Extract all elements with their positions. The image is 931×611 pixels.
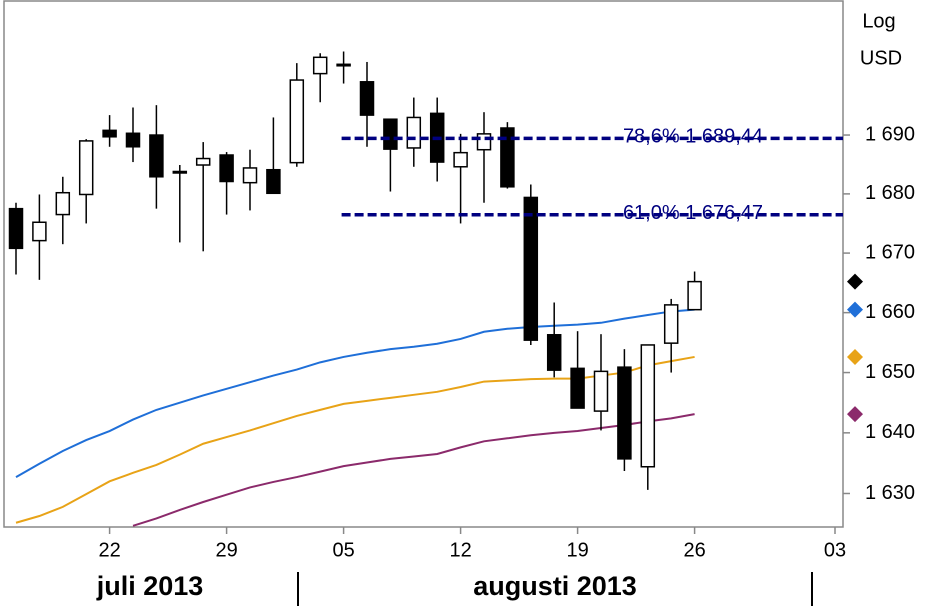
x-tick-label: 26 bbox=[683, 539, 705, 561]
candle-body bbox=[453, 151, 468, 168]
y-tick-label: 1 650 bbox=[865, 361, 915, 383]
level-label: 61,0% 1 676,47 bbox=[623, 202, 763, 224]
candle-body bbox=[8, 207, 24, 250]
candle-body bbox=[55, 191, 71, 216]
x-tick-label: 29 bbox=[215, 539, 237, 561]
candle-body bbox=[617, 366, 632, 460]
candle-body bbox=[687, 280, 702, 311]
candle-body bbox=[406, 116, 422, 149]
y-axis-title: Log bbox=[862, 10, 895, 32]
last-value-marker bbox=[847, 301, 863, 318]
x-tick-label: 19 bbox=[566, 539, 588, 561]
plot-frame bbox=[3, 0, 844, 528]
y-tick-label: 1 670 bbox=[865, 241, 915, 263]
candle-body bbox=[593, 370, 609, 412]
x-tick-label: 12 bbox=[449, 539, 471, 561]
y-tick-label: 1 680 bbox=[865, 182, 915, 204]
candle-body bbox=[172, 170, 188, 174]
candle-body bbox=[149, 134, 164, 178]
candle-body bbox=[476, 133, 492, 151]
candle-body bbox=[102, 129, 117, 138]
x-tick-label: 05 bbox=[332, 539, 354, 561]
candle-body bbox=[640, 344, 656, 468]
candle-body bbox=[312, 56, 328, 75]
candle-body bbox=[289, 79, 305, 164]
month-label: augusti 2013 bbox=[473, 571, 637, 601]
y-tick-label: 1 660 bbox=[865, 301, 915, 323]
y-axis-title: USD bbox=[860, 47, 902, 69]
candle-body bbox=[546, 334, 562, 371]
ma-line bbox=[15, 308, 695, 478]
y-tick-label: 1 690 bbox=[865, 123, 915, 145]
y-tick-label: 1 640 bbox=[865, 421, 915, 443]
candle-body bbox=[383, 118, 398, 150]
candle-body bbox=[523, 196, 539, 341]
candle-body bbox=[663, 304, 679, 344]
candle-body bbox=[336, 63, 351, 67]
y-tick-label: 1 630 bbox=[865, 482, 915, 504]
last-value-marker bbox=[847, 406, 863, 423]
month-label: juli 2013 bbox=[96, 571, 204, 601]
candle-body bbox=[266, 168, 281, 195]
candle-body bbox=[359, 81, 375, 116]
candle-body bbox=[219, 154, 234, 183]
candle-body bbox=[32, 221, 47, 242]
last-value-marker bbox=[847, 348, 863, 365]
x-tick-label: 22 bbox=[98, 539, 120, 561]
candle-body bbox=[195, 157, 211, 166]
x-tick-label: 03 bbox=[824, 539, 846, 561]
ma-line bbox=[15, 355, 695, 524]
ma-line bbox=[132, 413, 695, 527]
candle-body bbox=[570, 367, 585, 409]
candle-body bbox=[78, 140, 94, 196]
candle-body bbox=[242, 167, 258, 184]
last-value-marker bbox=[847, 273, 863, 290]
candle-body bbox=[125, 132, 141, 148]
candle-body bbox=[500, 127, 515, 188]
level-label: 78,6% 1 689,44 bbox=[623, 126, 763, 148]
